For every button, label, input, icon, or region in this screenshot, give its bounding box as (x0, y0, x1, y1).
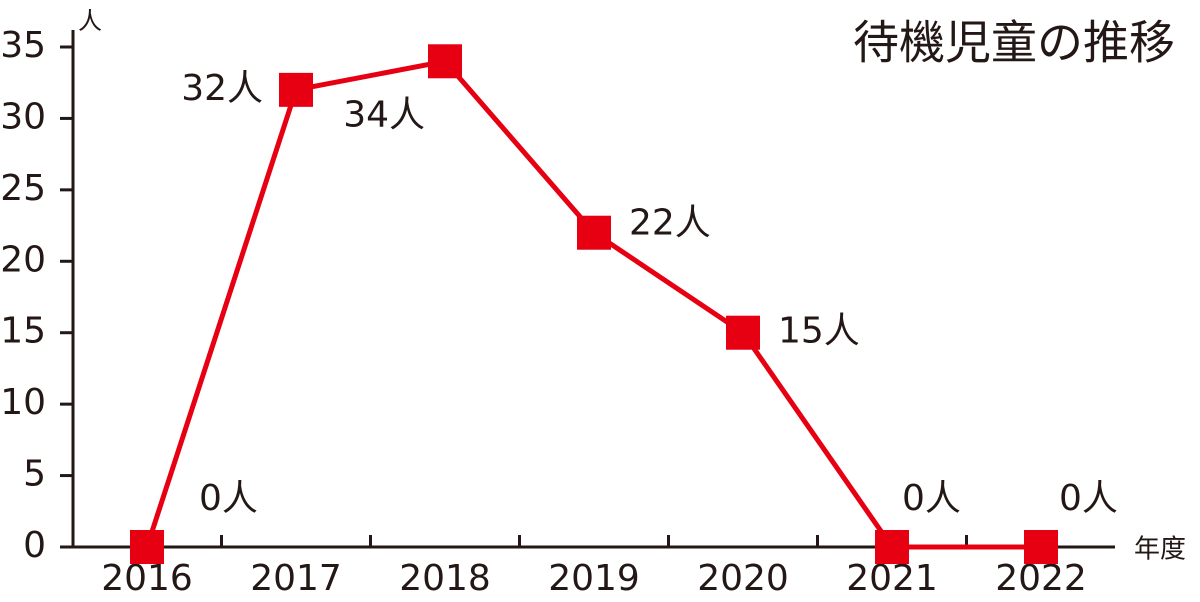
x-tick-label: 2020 (697, 558, 789, 599)
data-label: 0人 (199, 478, 258, 519)
y-tick-label: 25 (0, 168, 46, 209)
x-tick-label: 2022 (995, 558, 1087, 599)
marker (428, 44, 462, 79)
data-label: 22人 (629, 203, 711, 244)
x-tick-label: 2016 (101, 558, 193, 599)
data-label: 15人 (778, 311, 860, 352)
y-tick-label: 20 (0, 239, 46, 280)
y-tick-label: 15 (0, 311, 46, 352)
y-tick-label: 5 (23, 454, 46, 495)
data-label: 32人 (181, 68, 263, 109)
marker (1024, 530, 1058, 564)
x-axis-label: 年度 (1134, 535, 1186, 565)
x-tick-label: 2021 (846, 558, 938, 599)
y-tick-label: 30 (0, 96, 46, 137)
marker (875, 530, 909, 564)
y-tick-label: 10 (0, 382, 46, 423)
y-axis-label: 人 (78, 7, 102, 35)
marker (577, 215, 611, 250)
y-tick-label: 35 (0, 25, 46, 66)
x-tick-label: 2017 (250, 558, 342, 599)
x-tick-label: 2019 (548, 558, 640, 599)
data-label: 0人 (1059, 478, 1118, 519)
y-tick-label: 0 (23, 525, 46, 566)
marker (130, 530, 164, 564)
line (144, 58, 1041, 550)
data-label: 0人 (902, 478, 961, 519)
data-label: 34人 (343, 94, 425, 135)
chart-title: 待機児童の推移 (853, 16, 1175, 70)
x-tick-label: 2018 (399, 558, 491, 599)
marker (279, 72, 313, 107)
marker (726, 315, 760, 350)
